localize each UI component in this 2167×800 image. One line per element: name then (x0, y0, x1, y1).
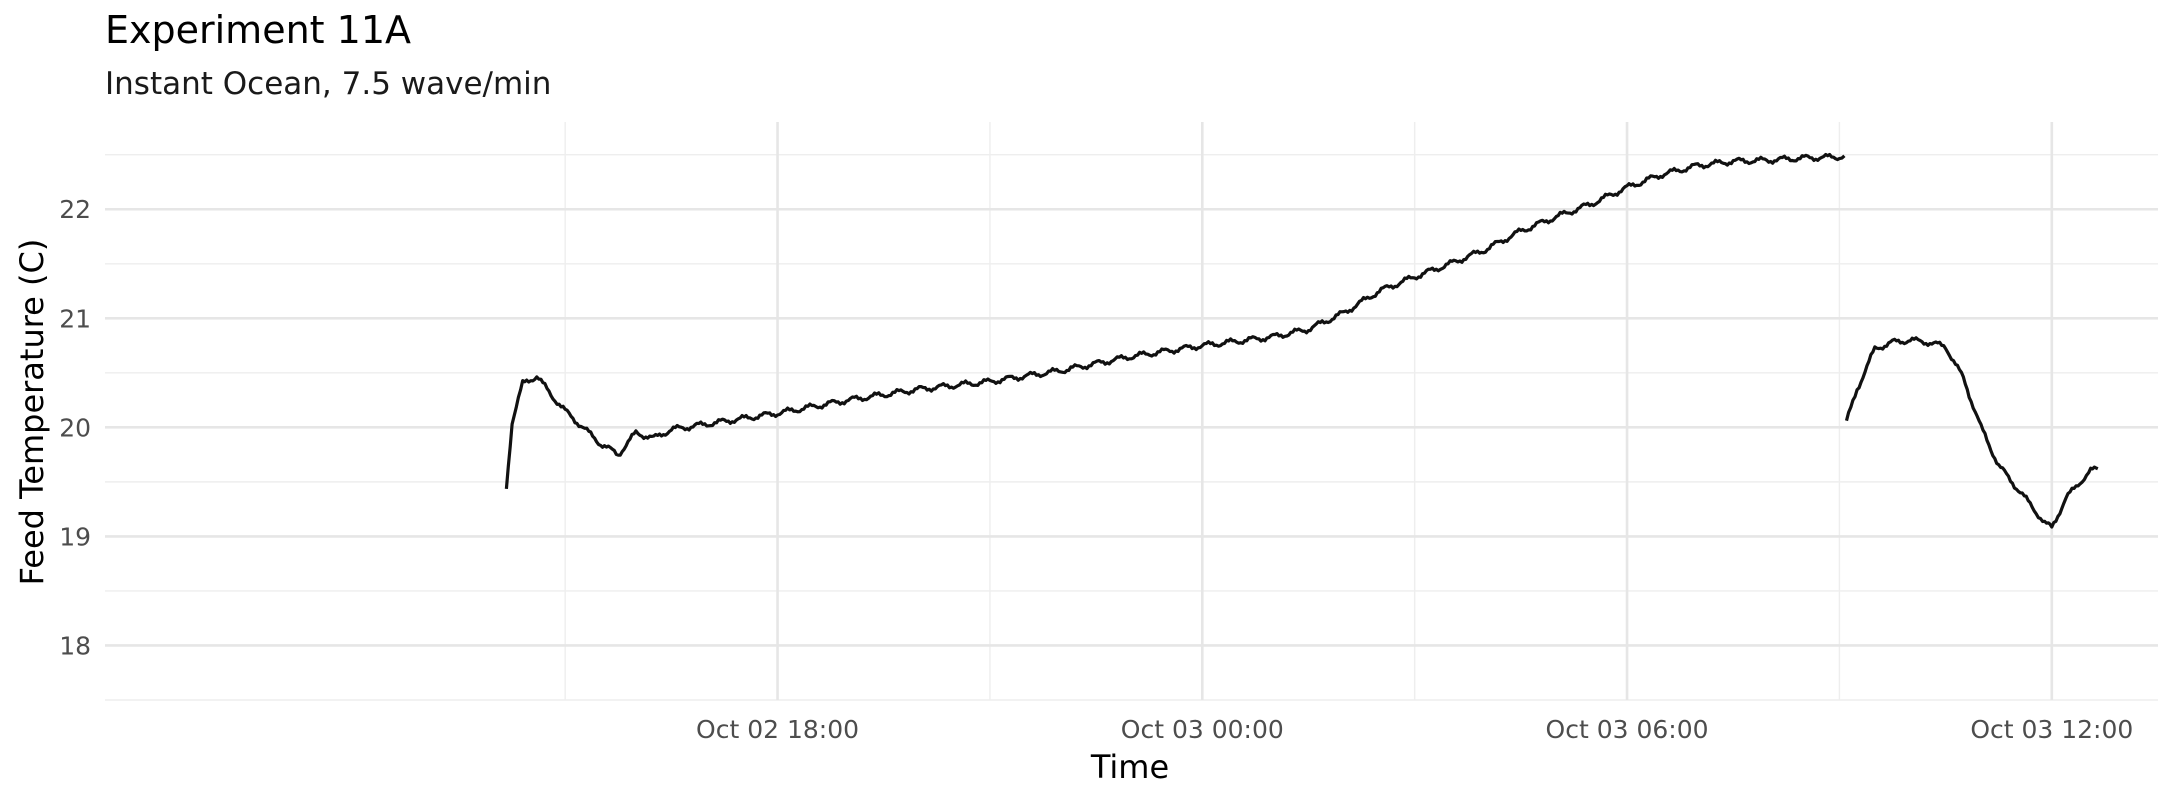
chart-subtitle: Instant Ocean, 7.5 wave/min (105, 66, 552, 102)
y-tick-label: 18 (59, 631, 91, 660)
series-line-segment-2 (1844, 336, 2099, 529)
chart-title: Experiment 11A (105, 8, 411, 52)
y-tick-labels: 18 19 20 21 22 (59, 195, 91, 660)
y-axis-title: Feed Temperature (C) (13, 239, 51, 586)
major-x-gridlines (776, 122, 2054, 700)
y-tick-label: 21 (59, 304, 91, 333)
y-tick-label: 22 (59, 195, 91, 224)
major-y-gridlines (105, 207, 2158, 647)
x-tick-labels: Oct 02 18:00 Oct 03 00:00 Oct 03 06:00 Oct … (696, 715, 2133, 744)
series-line-segment-1 (504, 152, 1846, 490)
x-tick-label: Oct 02 18:00 (696, 715, 859, 744)
y-tick-label: 20 (59, 413, 91, 442)
y-tick-label: 19 (59, 522, 91, 551)
x-tick-label: Oct 03 00:00 (1121, 715, 1284, 744)
series-layer (504, 152, 2099, 529)
x-tick-label: Oct 03 12:00 (1970, 715, 2133, 744)
minor-y-gridlines (105, 154, 2158, 701)
x-tick-label: Oct 03 06:00 (1546, 715, 1709, 744)
x-axis-title: Time (1090, 748, 1169, 786)
